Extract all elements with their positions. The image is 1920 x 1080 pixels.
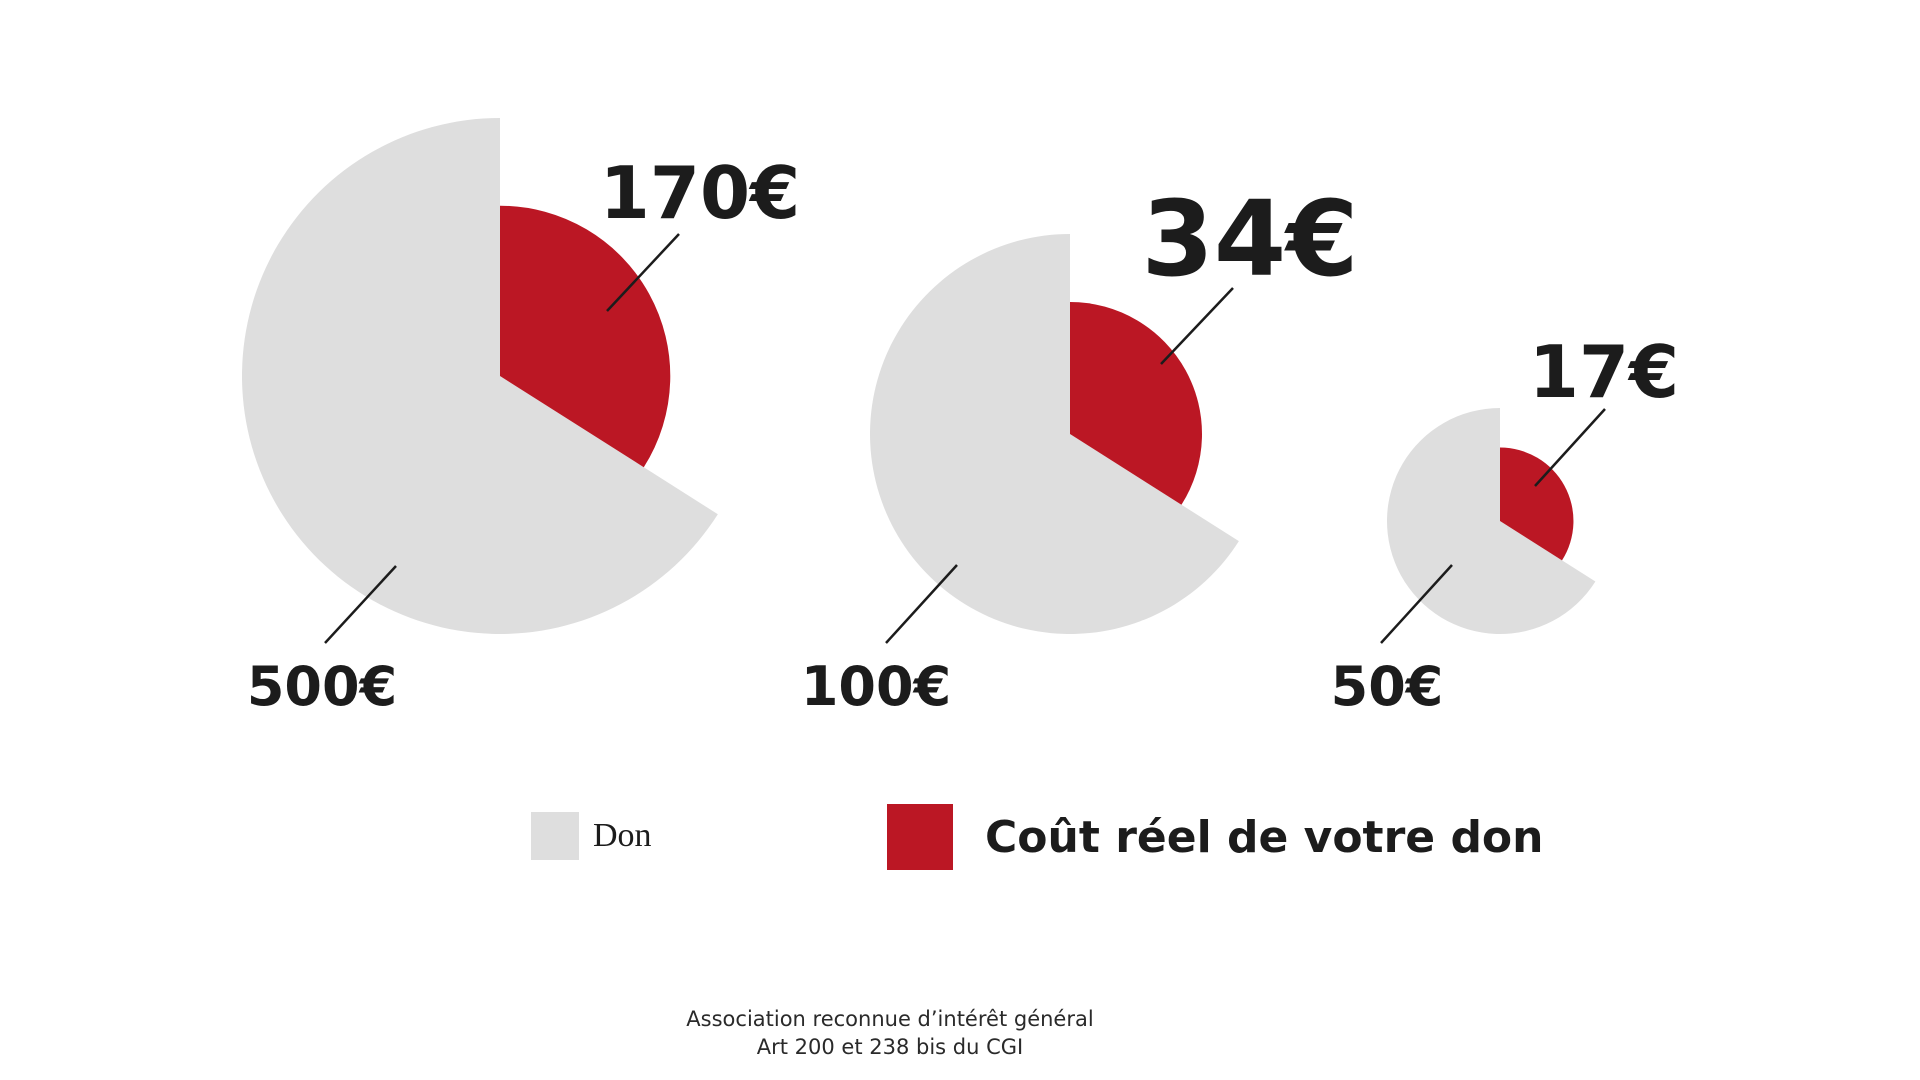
leader-line-real-cost-100 [1160,287,1234,365]
real-cost-label-500: 170€ [600,151,800,235]
real-cost-label-100: 34€ [1141,178,1358,300]
leader-line-don-500 [324,565,397,644]
pie-slice-real-cost-500 [500,205,671,468]
legend-swatch-don [531,812,579,860]
footer-line-2: Art 200 et 238 bis du CGI [756,1035,1024,1059]
pie-slice-don-100 [870,234,1239,634]
leader-line-don-100 [885,564,958,644]
pie-slice-real-cost-50 [1500,447,1574,561]
donation-label-50: 50€ [1331,655,1444,718]
legend-swatch-real-cost [887,804,953,870]
pie-slice-real-cost-100 [1070,302,1202,505]
leader-line-don-50 [1380,564,1453,644]
pie-50: 17€ 50€ [1331,330,1680,718]
donation-label-500: 500€ [247,655,397,718]
pie-slice-don-500 [242,118,718,635]
leader-line-real-cost-50 [1534,408,1606,487]
pie-500: 170€ 500€ [242,118,800,718]
real-cost-label-50: 17€ [1529,330,1679,414]
leader-line-real-cost-500 [606,233,680,312]
donation-label-100: 100€ [801,655,951,718]
pie-100: 34€ 100€ [801,178,1359,718]
legend-label-real-cost: Coût réel de votre don [985,811,1544,863]
legend-item-real-cost: Coût réel de votre don [887,804,1544,870]
footer-line-1: Association reconnue d’intérêt général [686,1007,1094,1031]
legend-label-don: Don [593,817,652,854]
legend-item-don: Don [531,812,652,860]
